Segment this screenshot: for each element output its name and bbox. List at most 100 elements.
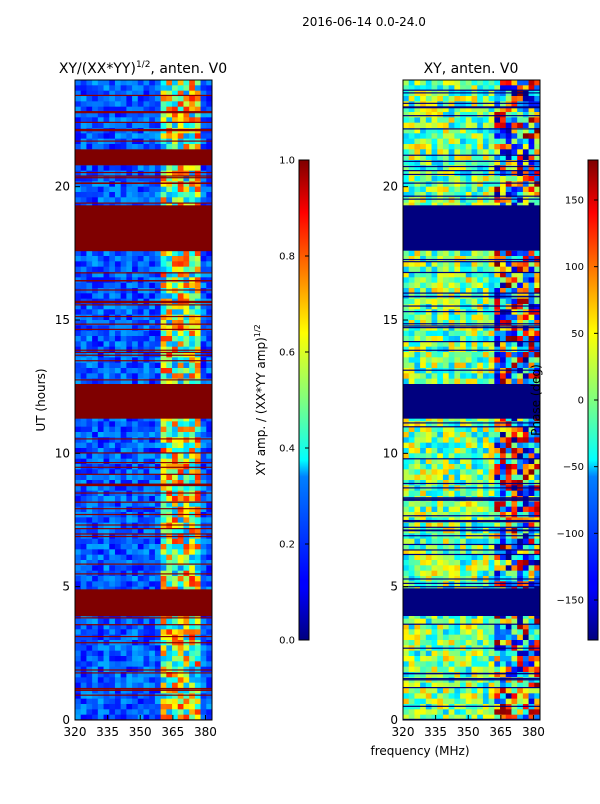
heatmap-cell: [178, 704, 184, 710]
heatmap-cell: [183, 560, 189, 566]
heatmap-cell: [506, 267, 512, 273]
heatmap-cell: [420, 139, 426, 145]
heatmap-cell: [178, 709, 184, 715]
heatmap-cell: [511, 491, 517, 497]
heatmap-cell: [195, 165, 201, 171]
heatmap-cell: [178, 363, 184, 369]
heatmap-cell: [183, 347, 189, 353]
heatmap-cell: [449, 96, 455, 102]
heatmap-cell: [449, 149, 455, 155]
heatmap-cell: [126, 544, 132, 550]
heatmap-cell: [109, 256, 115, 262]
heatmap-cell: [477, 363, 483, 369]
heatmap-cell: [183, 251, 189, 257]
heatmap-cell: [454, 176, 460, 182]
heatmap-cell: [466, 299, 472, 305]
heatmap-cell: [472, 96, 478, 102]
heatmap-cell: [109, 187, 115, 193]
heatmap-streak: [75, 129, 212, 130]
heatmap-cell: [489, 448, 495, 454]
heatmap-cell: [494, 299, 500, 305]
heatmap-cell: [144, 560, 150, 566]
heatmap-cell: [109, 496, 115, 502]
heatmap-cell: [489, 443, 495, 449]
heatmap-cell: [483, 101, 489, 107]
heatmap-cell: [449, 251, 455, 257]
heatmap-cell: [138, 699, 144, 705]
heatmap-cell: [92, 507, 98, 513]
heatmap-cell: [86, 704, 92, 710]
heatmap-cell: [183, 165, 189, 171]
heatmap-cell: [206, 133, 212, 139]
heatmap-cell: [166, 133, 172, 139]
heatmap-cell: [201, 565, 207, 571]
heatmap-cell: [517, 480, 523, 486]
heatmap-cell: [138, 432, 144, 438]
heatmap-cell: [534, 320, 540, 326]
heatmap-cell: [144, 656, 150, 662]
heatmap-cell: [172, 165, 178, 171]
heatmap-cell: [437, 197, 443, 203]
heatmap-cell: [126, 421, 132, 427]
heatmap-cell: [81, 165, 87, 171]
heatmap-cell: [477, 91, 483, 97]
heatmap-cell: [195, 651, 201, 657]
heatmap-cell: [109, 704, 115, 710]
heatmap-cell: [104, 368, 110, 374]
heatmap-cell: [403, 368, 409, 374]
heatmap-cell: [403, 443, 409, 449]
heatmap-cell: [126, 325, 132, 331]
heatmap-cell: [132, 645, 138, 651]
heatmap-cell: [126, 331, 132, 337]
heatmap-cell: [443, 187, 449, 193]
heatmap-cell: [98, 256, 104, 262]
heatmap-cell: [511, 139, 517, 145]
heatmap-cell: [483, 379, 489, 385]
heatmap-cell: [500, 368, 506, 374]
heatmap-cell: [98, 331, 104, 337]
heatmap-cell: [149, 443, 155, 449]
heatmap-cell: [489, 80, 495, 86]
heatmap-cell: [92, 437, 98, 443]
heatmap-cell: [86, 427, 92, 433]
heatmap-cell: [472, 304, 478, 310]
heatmap-cell: [443, 277, 449, 283]
heatmap-cell: [206, 341, 212, 347]
heatmap-cell: [460, 475, 466, 481]
heatmap-cell: [206, 293, 212, 299]
heatmap-cell: [460, 437, 466, 443]
heatmap-cell: [144, 165, 150, 171]
heatmap-cell: [403, 459, 409, 465]
heatmap-cell: [178, 539, 184, 545]
heatmap-cell: [500, 448, 506, 454]
heatmap-cell: [189, 459, 195, 465]
heatmap-cell: [115, 704, 121, 710]
heatmap-cell: [494, 171, 500, 177]
heatmap-cell: [138, 677, 144, 683]
heatmap-cell: [523, 149, 529, 155]
heatmap-cell: [195, 496, 201, 502]
heatmap-cell: [409, 117, 415, 123]
heatmap-cell: [195, 256, 201, 262]
heatmap-cell: [483, 117, 489, 123]
heatmap-cell: [115, 421, 121, 427]
heatmap-cell: [81, 261, 87, 267]
heatmap-cell: [126, 85, 132, 91]
heatmap-cell: [477, 373, 483, 379]
heatmap-cell: [420, 251, 426, 257]
heatmap-cell: [126, 693, 132, 699]
heatmap-cell: [494, 320, 500, 326]
heatmap-cell: [443, 443, 449, 449]
heatmap-cell: [506, 277, 512, 283]
heatmap-cell: [432, 144, 438, 150]
heatmap-cell: [104, 549, 110, 555]
heatmap-cell: [443, 267, 449, 273]
heatmap-cell: [81, 176, 87, 182]
heatmap-cell: [178, 565, 184, 571]
heatmap-cell: [189, 85, 195, 91]
heatmap-cell: [437, 176, 443, 182]
heatmap-cell: [121, 421, 127, 427]
heatmap-cell: [414, 187, 420, 193]
heatmap-cell: [92, 176, 98, 182]
heatmap-cell: [81, 427, 87, 433]
